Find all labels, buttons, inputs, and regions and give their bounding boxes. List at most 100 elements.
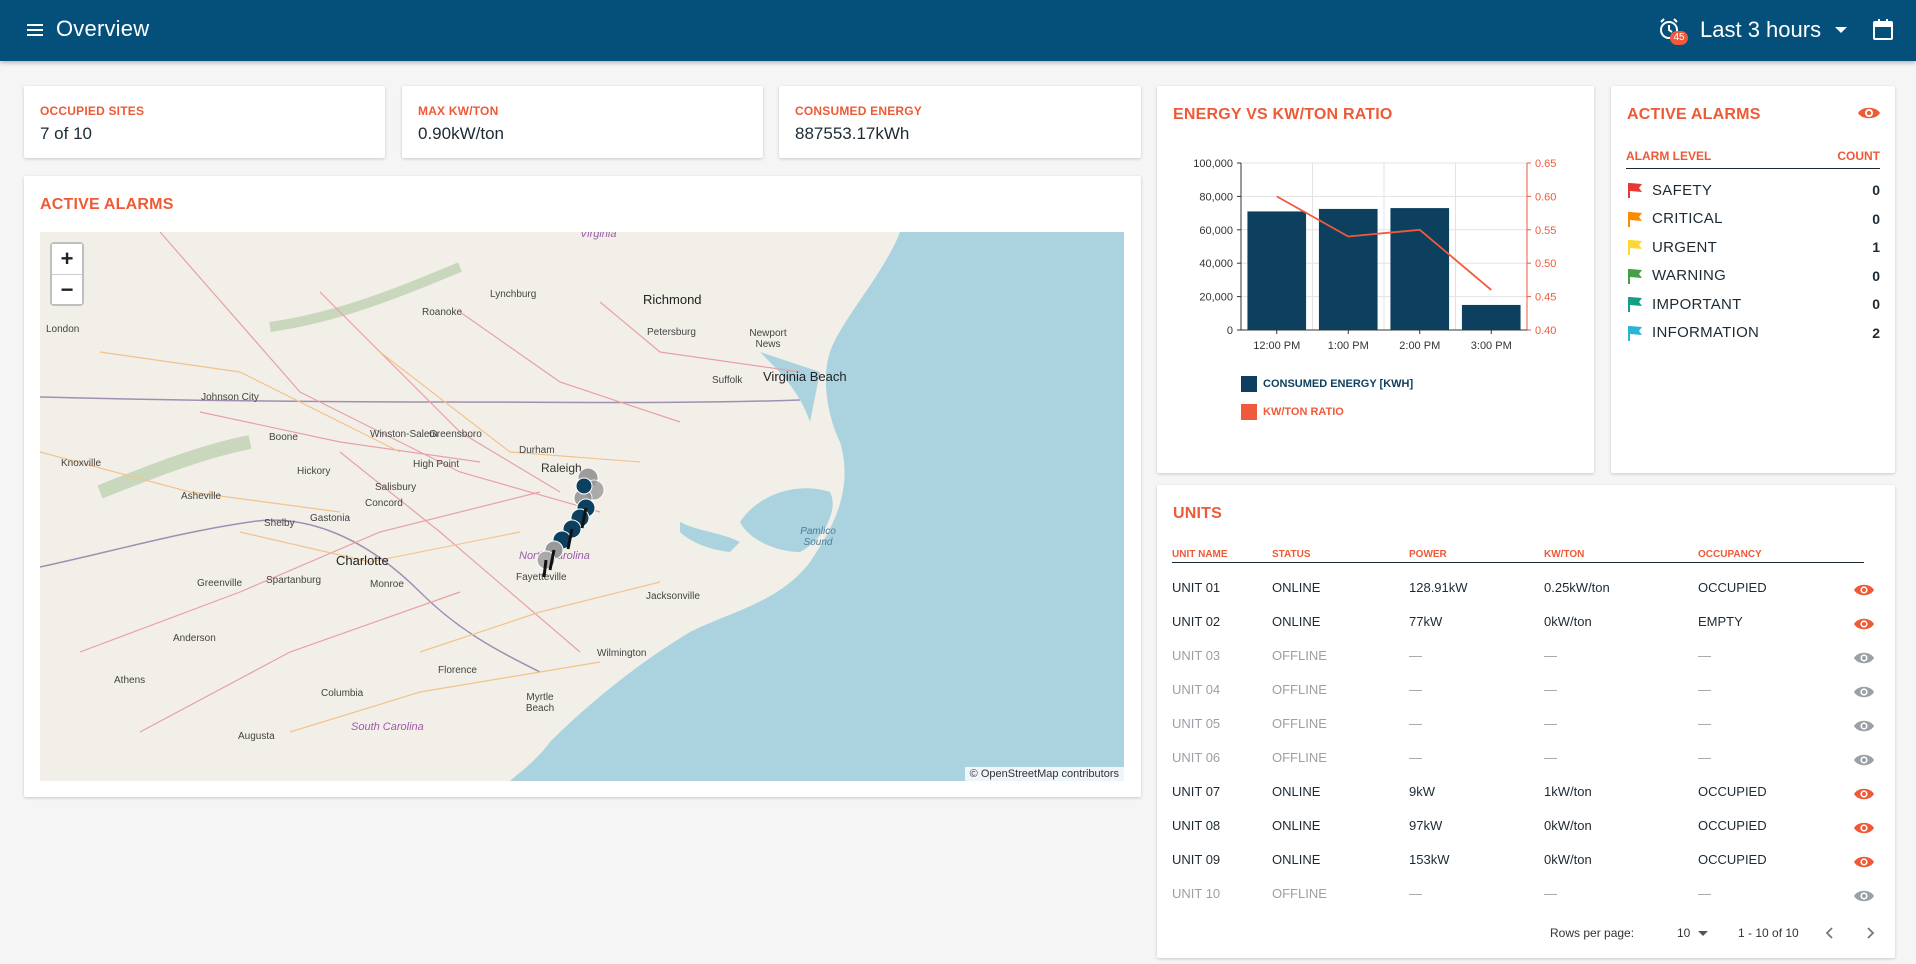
next-page-icon[interactable]	[1860, 923, 1880, 943]
map-label: Anderson	[173, 633, 216, 644]
alarms-card-title: ACTIVE ALARMS	[1627, 106, 1761, 123]
alarm-level-row: INFORMATION 2	[1626, 319, 1880, 347]
alarm-level-count: 0	[1872, 210, 1880, 227]
column-header-unit-name[interactable]: UNIT NAME	[1172, 549, 1228, 560]
column-header-occupancy[interactable]: OCCUPANCY	[1698, 549, 1762, 560]
table-row[interactable]: UNIT 04 OFFLINE — — —	[1172, 673, 1904, 707]
cell-status: OFFLINE	[1272, 716, 1327, 731]
alarm-clock-icon[interactable]	[1655, 15, 1685, 45]
alarm-level-row: CRITICAL 0	[1626, 205, 1880, 233]
view-unit-eye-icon[interactable]	[1853, 750, 1875, 770]
cell-name: UNIT 03	[1172, 648, 1221, 663]
alarm-level-label: CRITICAL	[1652, 210, 1723, 227]
map-label: Salisbury	[375, 482, 417, 493]
map-label: Fayetteville	[516, 572, 567, 583]
legend-label: CONSUMED ENERGY [KWH]	[1263, 378, 1414, 390]
previous-page-icon[interactable]	[1820, 923, 1840, 943]
map-label: Johnson City	[201, 392, 259, 403]
legend-label: KW/TON RATIO	[1263, 406, 1344, 418]
alarm-level-count: 0	[1872, 182, 1880, 198]
cell-kwton: —	[1544, 886, 1557, 901]
view-unit-eye-icon[interactable]	[1853, 580, 1875, 600]
cell-status: ONLINE	[1272, 818, 1321, 833]
cell-kwton: —	[1544, 648, 1557, 663]
map-label: Hickory	[297, 466, 331, 477]
table-row[interactable]: UNIT 01 ONLINE 128.91kW 0.25kW/ton OCCUPIED	[1172, 571, 1904, 605]
cell-name: UNIT 08	[1172, 818, 1221, 833]
view-unit-eye-icon[interactable]	[1853, 682, 1875, 702]
rows-per-page-select[interactable]: 10	[1677, 926, 1709, 940]
bar-100pm	[1318, 208, 1378, 330]
column-header-kwton[interactable]: KW/TON	[1544, 549, 1585, 560]
active-alarms-list-card: ACTIVE ALARMS ALARM LEVEL COUNT SAFETY 0 C…	[1611, 86, 1895, 473]
map-label: Wilmington	[597, 648, 647, 659]
cell-name: UNIT 10	[1172, 886, 1221, 901]
map-label: London	[46, 324, 80, 335]
map-label: Myrtle Beach	[525, 692, 555, 714]
map-card-title: ACTIVE ALARMS	[40, 196, 174, 213]
eye-icon[interactable]	[1857, 102, 1881, 124]
y-tick-label: 0	[1227, 325, 1233, 337]
table-row[interactable]: UNIT 05 OFFLINE — — —	[1172, 707, 1904, 741]
map-label: Raleigh	[541, 461, 582, 475]
map-label: Greenville	[197, 578, 243, 589]
map-label: Asheville	[181, 491, 222, 502]
table-row[interactable]: UNIT 06 OFFLINE — — —	[1172, 741, 1904, 775]
table-row[interactable]: UNIT 02 ONLINE 77kW 0kW/ton EMPTY	[1172, 605, 1904, 639]
view-unit-eye-icon[interactable]	[1853, 716, 1875, 736]
map-label: High Point	[413, 459, 460, 470]
view-unit-eye-icon[interactable]	[1853, 614, 1875, 634]
consumed-energy-card: CONSUMED ENERGY 887553.17kWh	[779, 86, 1141, 158]
y2-tick-label: 0.55	[1535, 225, 1556, 237]
view-unit-eye-icon[interactable]	[1853, 784, 1875, 804]
map-label: Lynchburg	[490, 289, 537, 300]
column-header-status[interactable]: STATUS	[1272, 549, 1311, 560]
zoom-out-button[interactable]: −	[52, 274, 82, 304]
map-label: Petersburg	[647, 327, 696, 338]
x-tick-label: 3:00 PM	[1471, 340, 1512, 352]
cell-occupancy: —	[1698, 648, 1711, 663]
y-tick-label: 100,000	[1193, 158, 1233, 170]
view-unit-eye-icon[interactable]	[1853, 648, 1875, 668]
cell-kwton: —	[1544, 716, 1557, 731]
map-label: Newport News	[749, 328, 787, 350]
table-row[interactable]: UNIT 10 OFFLINE — — —	[1172, 877, 1904, 911]
table-row[interactable]: UNIT 03 OFFLINE — — —	[1172, 639, 1904, 673]
column-header-power[interactable]: POWER	[1409, 549, 1447, 560]
calendar-icon[interactable]	[1870, 16, 1896, 44]
header-divider	[1626, 168, 1880, 169]
alarm-level-row: WARNING 0	[1626, 262, 1880, 290]
cell-name: UNIT 06	[1172, 750, 1221, 765]
alarm-map[interactable]: Virginia Richmond Lynchburg Roanoke Pete…	[40, 232, 1124, 781]
cell-occupancy: OCCUPIED	[1698, 580, 1767, 595]
table-row[interactable]: UNIT 07 ONLINE 9kW 1kW/ton OCCUPIED	[1172, 775, 1904, 809]
map-label: Virginia Beach	[763, 369, 847, 384]
flag-icon	[1626, 295, 1644, 313]
view-unit-eye-icon[interactable]	[1853, 886, 1875, 906]
table-row[interactable]: UNIT 08 ONLINE 97kW 0kW/ton OCCUPIED	[1172, 809, 1904, 843]
header-divider	[1172, 562, 1864, 563]
cell-power: 153kW	[1409, 852, 1450, 867]
stat-value: 0.90kW/ton	[418, 124, 504, 143]
cell-power: —	[1409, 886, 1422, 901]
cell-kwton: 0kW/ton	[1544, 852, 1592, 867]
y-tick-label: 40,000	[1199, 258, 1233, 270]
units-card-title: UNITS	[1173, 505, 1222, 522]
kwton-ratio-line	[1276, 195, 1492, 291]
time-range-select[interactable]: Last 3 hours	[1700, 14, 1848, 46]
stat-label: MAX KW/TON	[418, 104, 499, 118]
legend-item-kwton: KW/TON RATIO	[1241, 404, 1344, 420]
flag-icon	[1626, 324, 1644, 342]
map-zoom-control: + −	[50, 242, 84, 306]
page-title: Overview	[56, 16, 150, 41]
map-attribution[interactable]: © OpenStreetMap contributors	[964, 767, 1124, 781]
view-unit-eye-icon[interactable]	[1853, 852, 1875, 872]
stat-label: CONSUMED ENERGY	[795, 104, 923, 118]
menu-icon[interactable]	[22, 17, 50, 43]
cell-status: OFFLINE	[1272, 750, 1327, 765]
zoom-in-button[interactable]: +	[52, 244, 82, 274]
legend-item-energy: CONSUMED ENERGY [KWH]	[1241, 376, 1413, 392]
table-row[interactable]: UNIT 09 ONLINE 153kW 0kW/ton OCCUPIED	[1172, 843, 1904, 877]
view-unit-eye-icon[interactable]	[1853, 818, 1875, 838]
cell-occupancy: —	[1698, 682, 1711, 697]
